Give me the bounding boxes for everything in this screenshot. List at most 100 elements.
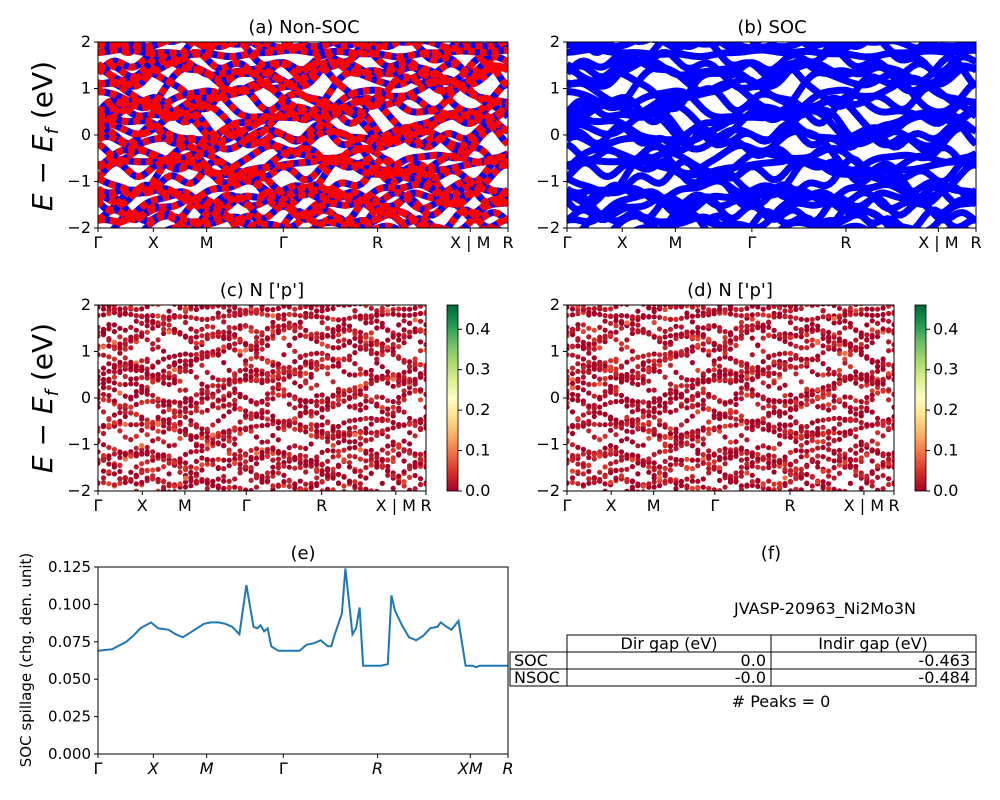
projection-point [667,448,674,454]
projection-point [875,463,881,469]
projection-point [608,306,614,312]
projection-point [352,417,358,423]
projection-point [760,359,766,365]
projection-point [100,376,107,383]
projection-point [363,385,369,391]
projection-point [662,340,668,346]
projection-point [100,344,107,350]
projection-point [346,315,353,321]
projection-point [869,409,875,415]
projection-point [891,362,894,368]
projection-point [891,342,894,348]
projection-point [733,453,739,459]
projection-point [204,438,210,444]
projection-point [308,410,314,416]
projection-point [602,433,608,439]
projection-point [248,398,254,404]
projection-point [837,294,842,299]
projection-point [423,329,426,335]
panel-d-projection [567,294,894,508]
projection-point [744,373,750,379]
projection-point [586,312,592,318]
projection-point [717,454,723,460]
projection-point [798,316,804,322]
projection-point [133,474,139,480]
projection-point [826,481,832,487]
projection-point [787,341,794,347]
projection-point [771,305,777,309]
projection-point [777,351,783,357]
projection-point [98,368,101,374]
projection-point [281,387,287,393]
projection-point [352,361,358,367]
projection-point [253,368,260,374]
projection-point [690,502,695,507]
projection-point [98,374,101,380]
projection-point [390,341,396,347]
projection-point [325,430,331,436]
band-line [98,74,508,116]
projection-point [95,287,100,292]
projection-point [199,381,205,387]
projection-point [847,457,853,464]
projection-point [177,464,183,470]
projection-point [569,422,576,429]
projection-point [95,517,100,522]
projection-point [738,473,744,479]
projection-point [766,313,772,319]
projection-point [346,340,353,346]
projection-point [346,439,353,445]
projection-point [739,503,744,508]
projection-point [864,422,870,428]
projection-point [341,420,347,426]
projection-point [727,455,734,461]
projection-point [575,397,581,403]
projection-point [374,429,380,435]
projection-point [586,306,592,312]
projection-point [133,450,139,457]
band-line [98,156,508,188]
projection-point [689,473,695,480]
projection-point [199,448,205,454]
projection-point [210,461,216,468]
projection-point [248,424,254,430]
projection-point [341,316,347,323]
projection-point [820,394,826,400]
projection-point [122,393,128,399]
projection-point [248,328,254,334]
projection-point [624,371,630,378]
projection-point [640,353,646,359]
projection-point [150,419,156,426]
projection-point [580,369,586,375]
projection-point [221,466,227,472]
projection-point [706,348,712,354]
projection-point [368,380,374,386]
projection-point [193,315,199,322]
projection-point [880,451,886,457]
projection-point [787,462,794,468]
projection-point [695,409,701,415]
projection-point [777,297,782,302]
projection-point [314,458,320,464]
projection-point [782,314,788,320]
projection-point [264,449,271,455]
y-tick-label: 2 [550,295,560,314]
projection-point [412,388,418,394]
projection-point [831,369,837,375]
projection-point [133,445,139,451]
projection-point [809,369,815,375]
projection-point [390,376,396,382]
projection-point [128,305,134,310]
projection-point [243,425,249,431]
projection-point [793,438,799,445]
projection-point [319,305,325,307]
colorbar-tick-label: 0.0 [465,481,490,500]
projection-point [673,426,679,432]
projection-point [575,322,581,328]
projection-point [177,469,183,475]
projection-point [144,313,150,319]
projection-point [684,476,690,482]
projection-point [423,422,426,428]
projection-point [869,306,875,312]
projection-point [275,465,281,471]
